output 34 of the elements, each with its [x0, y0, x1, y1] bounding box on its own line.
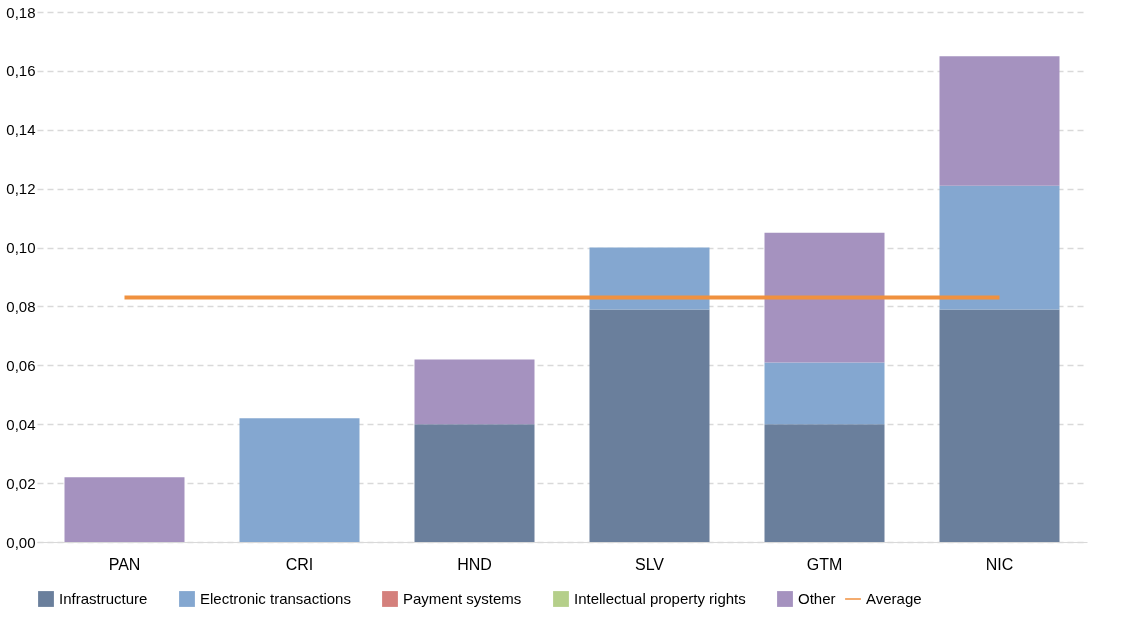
bar [589, 247, 710, 310]
y-tick-label: 0,00 [6, 533, 36, 551]
legend-label: Electronic transactions [200, 590, 351, 607]
y-tick-label: 0,04 [6, 415, 36, 433]
bar [939, 185, 1060, 310]
y-tick-label: 0,06 [6, 356, 36, 374]
x-tick-label: GTM [806, 555, 843, 573]
bar [239, 418, 360, 542]
legend-label: Intellectual property rights [574, 590, 746, 607]
legend-label: Infrastructure [59, 590, 148, 607]
y-tick-label: 0,12 [6, 180, 36, 198]
bar [764, 232, 885, 363]
legend-label: Payment systems [403, 590, 522, 607]
y-tick-label: 0,14 [6, 121, 36, 139]
y-tick-label: 0,16 [6, 62, 36, 80]
bar [414, 359, 535, 425]
bar [414, 424, 535, 542]
bar [589, 309, 710, 542]
legend-label: Average [866, 590, 922, 607]
bar [64, 477, 185, 542]
x-tick-label: PAN [108, 555, 141, 573]
x-tick-label: NIC [985, 555, 1014, 573]
y-tick-label: 0,02 [6, 474, 36, 492]
x-tick-label: HND [457, 555, 492, 573]
x-tick-label: SLV [634, 555, 665, 573]
y-tick-label: 0,08 [6, 297, 36, 315]
x-tick-label: CRI [285, 555, 314, 573]
bar [764, 362, 885, 425]
y-tick-label: 0,10 [6, 239, 36, 257]
bar [939, 56, 1060, 186]
y-tick-label: 0,18 [6, 3, 36, 21]
bar [764, 424, 885, 542]
bar [939, 309, 1060, 542]
legend-label: Other [798, 590, 836, 607]
